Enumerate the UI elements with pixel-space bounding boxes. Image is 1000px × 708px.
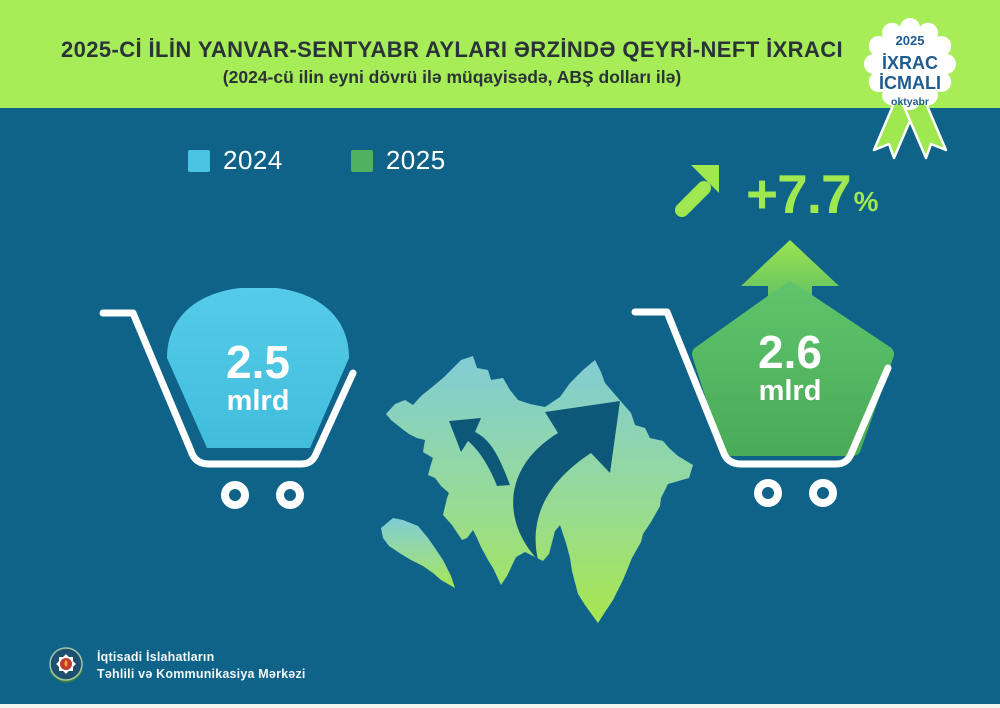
legend: 2024 2025: [188, 145, 446, 176]
cart-2024-wheels: [221, 481, 304, 509]
footer-org-line1: İqtisadi İslahatların: [97, 649, 215, 664]
badge-year: 2025: [896, 33, 925, 48]
cart-2025-value: 2.6: [758, 326, 822, 378]
header-band: 2025-Cİ İLİN YANVAR-SENTYABR AYLARI ƏRZİ…: [0, 0, 1000, 108]
header-text: 2025-Cİ İLİN YANVAR-SENTYABR AYLARI ƏRZİ…: [0, 36, 904, 88]
cart-2024-value: 2.5: [226, 336, 290, 388]
cart-2025-up-arrow-icon: [741, 240, 839, 308]
cart-2024-unit: mlrd: [227, 385, 290, 417]
cart-2025-blob: [692, 282, 894, 456]
seal-icon: [864, 18, 956, 110]
cart-2025: 2.6 mlrd: [631, 240, 894, 507]
map-nakhchivan: [381, 518, 455, 588]
cart-2025-unit: mlrd: [759, 375, 822, 407]
footer: İqtisadi İslahatların Təhlili və Kommuni…: [46, 642, 306, 690]
arrow-up-right-icon: [675, 165, 719, 217]
badge-title-line1: İXRAC: [882, 53, 938, 73]
report-badge: 2025 İXRAC İCMALI oktyabr: [864, 18, 956, 160]
cart-2024: 2.5 mlrd: [99, 288, 357, 509]
page-subtitle: (2024-cü ilin eyni dövrü ilə müqayisədə,…: [222, 66, 682, 87]
export-arrows-icon: [449, 401, 620, 560]
badge-month: oktyabr: [891, 96, 929, 108]
bottom-strip: [0, 704, 1000, 708]
growth-unit: %: [853, 186, 879, 217]
azerbaijan-map: [381, 356, 693, 623]
cart-2024-blob: [167, 288, 349, 448]
cart-2024-frame: [99, 309, 357, 468]
growth-value: +7.7: [746, 163, 852, 226]
legend-item-2024: 2024: [188, 145, 283, 176]
legend-label-2024: 2024: [223, 145, 283, 175]
legend-item-2025: 2025: [350, 145, 446, 176]
badge-title-line2: İCMALI: [879, 73, 941, 93]
page-title: 2025-Cİ İLİN YANVAR-SENTYABR AYLARI ƏRZİ…: [60, 37, 844, 62]
growth-text: +7.7 %: [746, 163, 879, 226]
cart-2025-wheels: [754, 479, 837, 507]
legend-label-2025: 2025: [385, 145, 446, 175]
legend-swatch-2025: [350, 149, 373, 172]
growth-indicator: +7.7 %: [666, 158, 879, 226]
footer-org-line2: Təhlili və Kommunikasiya Mərkəzi: [97, 667, 306, 681]
azerbaijan-emblem-icon: [49, 647, 83, 683]
footer-org-name: İqtisadi İslahatların Təhlili və Kommuni…: [97, 649, 306, 684]
legend-swatch-2024: [188, 149, 210, 172]
cart-2025-frame: [631, 308, 892, 468]
